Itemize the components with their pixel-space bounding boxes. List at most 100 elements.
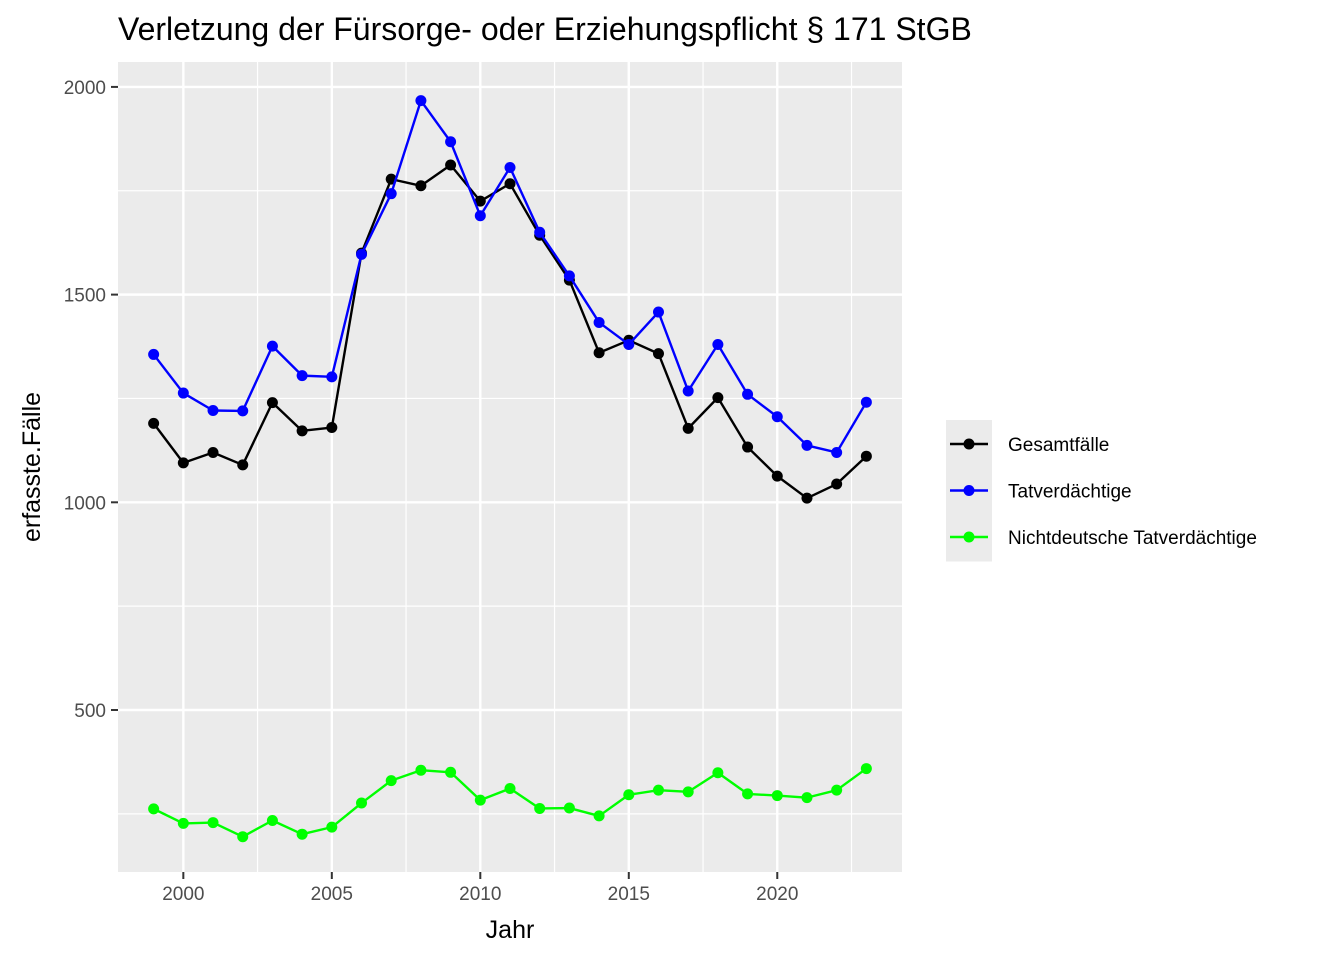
- data-point: [445, 159, 457, 171]
- data-point: [177, 457, 189, 469]
- data-point: [415, 180, 427, 192]
- data-point: [682, 385, 694, 397]
- data-point: [771, 411, 783, 423]
- x-tick-label: 2005: [311, 884, 353, 905]
- legend-label: Nichtdeutsche Tatverdächtige: [1008, 528, 1257, 549]
- data-point: [563, 802, 575, 814]
- data-point: [415, 764, 427, 776]
- data-point: [296, 828, 308, 840]
- data-point: [237, 831, 249, 843]
- data-point: [831, 478, 843, 490]
- y-tick-label: 2000: [64, 78, 106, 99]
- data-point: [682, 786, 694, 798]
- legend: Gesamtfälle Tatverdächtige Nichtdeutsche T…: [946, 420, 1257, 562]
- data-point: [534, 226, 546, 238]
- data-point: [207, 817, 219, 829]
- data-point: [266, 397, 278, 409]
- data-point: [207, 446, 219, 458]
- data-point: [771, 470, 783, 482]
- plot-panel: [118, 62, 902, 872]
- data-point: [385, 775, 397, 787]
- data-point: [296, 370, 308, 382]
- data-point: [652, 306, 664, 318]
- data-point: [177, 387, 189, 399]
- data-point: [148, 348, 160, 360]
- y-axis-title: erfasste.Fälle: [18, 392, 46, 542]
- legend-key-point: [963, 438, 975, 450]
- y-axis: 500 1000 1500 2000: [64, 78, 118, 722]
- x-tick-label: 2020: [756, 884, 798, 905]
- data-point: [237, 459, 249, 471]
- data-point: [801, 492, 813, 504]
- series-1: [148, 159, 872, 504]
- data-point: [534, 802, 546, 814]
- data-point: [504, 162, 516, 174]
- data-point: [652, 784, 664, 796]
- data-point: [623, 338, 635, 350]
- data-point: [742, 441, 754, 453]
- data-point: [623, 789, 635, 801]
- data-point: [593, 347, 605, 359]
- legend-label: Gesamtfälle: [1008, 435, 1109, 456]
- data-point: [593, 810, 605, 822]
- data-point: [593, 316, 605, 328]
- data-point: [356, 248, 368, 260]
- data-point: [742, 388, 754, 400]
- data-point: [266, 814, 278, 826]
- x-tick-label: 2015: [608, 884, 650, 905]
- legend-item: Gesamtfälle: [950, 435, 1109, 456]
- legend-item: Nichtdeutsche Tatverdächtige: [950, 528, 1257, 549]
- series-3: [148, 763, 872, 843]
- data-point: [831, 784, 843, 796]
- data-point: [445, 766, 457, 778]
- data-point: [831, 446, 843, 458]
- data-point: [177, 817, 189, 829]
- data-point: [742, 788, 754, 800]
- data-point: [504, 783, 516, 795]
- x-tick-label: 2010: [459, 884, 501, 905]
- data-point: [474, 210, 486, 222]
- data-point: [801, 439, 813, 451]
- y-tick-label: 500: [74, 701, 106, 722]
- data-point: [296, 425, 308, 437]
- legend-key-point: [963, 485, 975, 496]
- data-point: [801, 792, 813, 804]
- legend-item: Tatverdächtige: [950, 482, 1132, 503]
- data-point: [356, 797, 368, 809]
- data-point: [445, 136, 457, 148]
- data-point: [385, 188, 397, 200]
- data-point: [712, 767, 724, 779]
- data-point: [326, 422, 338, 434]
- y-tick-label: 1000: [64, 493, 106, 514]
- data-point: [237, 405, 249, 417]
- data-point: [474, 794, 486, 806]
- series-layer: [148, 95, 872, 843]
- data-point: [326, 821, 338, 833]
- data-point: [652, 348, 664, 360]
- series-2: [148, 95, 872, 458]
- x-axis-title: Jahr: [486, 916, 535, 944]
- data-point: [860, 450, 872, 462]
- data-point: [504, 178, 516, 190]
- data-point: [771, 790, 783, 802]
- y-tick-label: 1500: [64, 286, 106, 307]
- data-point: [148, 417, 160, 429]
- chart-title: Verletzung der Fürsorge- oder Erziehungs…: [118, 11, 972, 47]
- data-point: [712, 338, 724, 350]
- data-point: [148, 803, 160, 815]
- legend-label: Tatverdächtige: [1008, 482, 1132, 503]
- data-point: [207, 405, 219, 417]
- data-point: [326, 371, 338, 383]
- data-point: [860, 396, 872, 408]
- data-point: [712, 392, 724, 404]
- x-axis: 2000 2005 2010 2015 2020: [162, 872, 798, 905]
- x-tick-label: 2000: [162, 884, 204, 905]
- data-point: [415, 95, 427, 107]
- data-point: [860, 763, 872, 775]
- legend-key-point: [963, 531, 975, 543]
- data-point: [266, 340, 278, 352]
- data-point: [682, 422, 694, 434]
- data-point: [474, 195, 486, 207]
- data-point: [563, 270, 575, 282]
